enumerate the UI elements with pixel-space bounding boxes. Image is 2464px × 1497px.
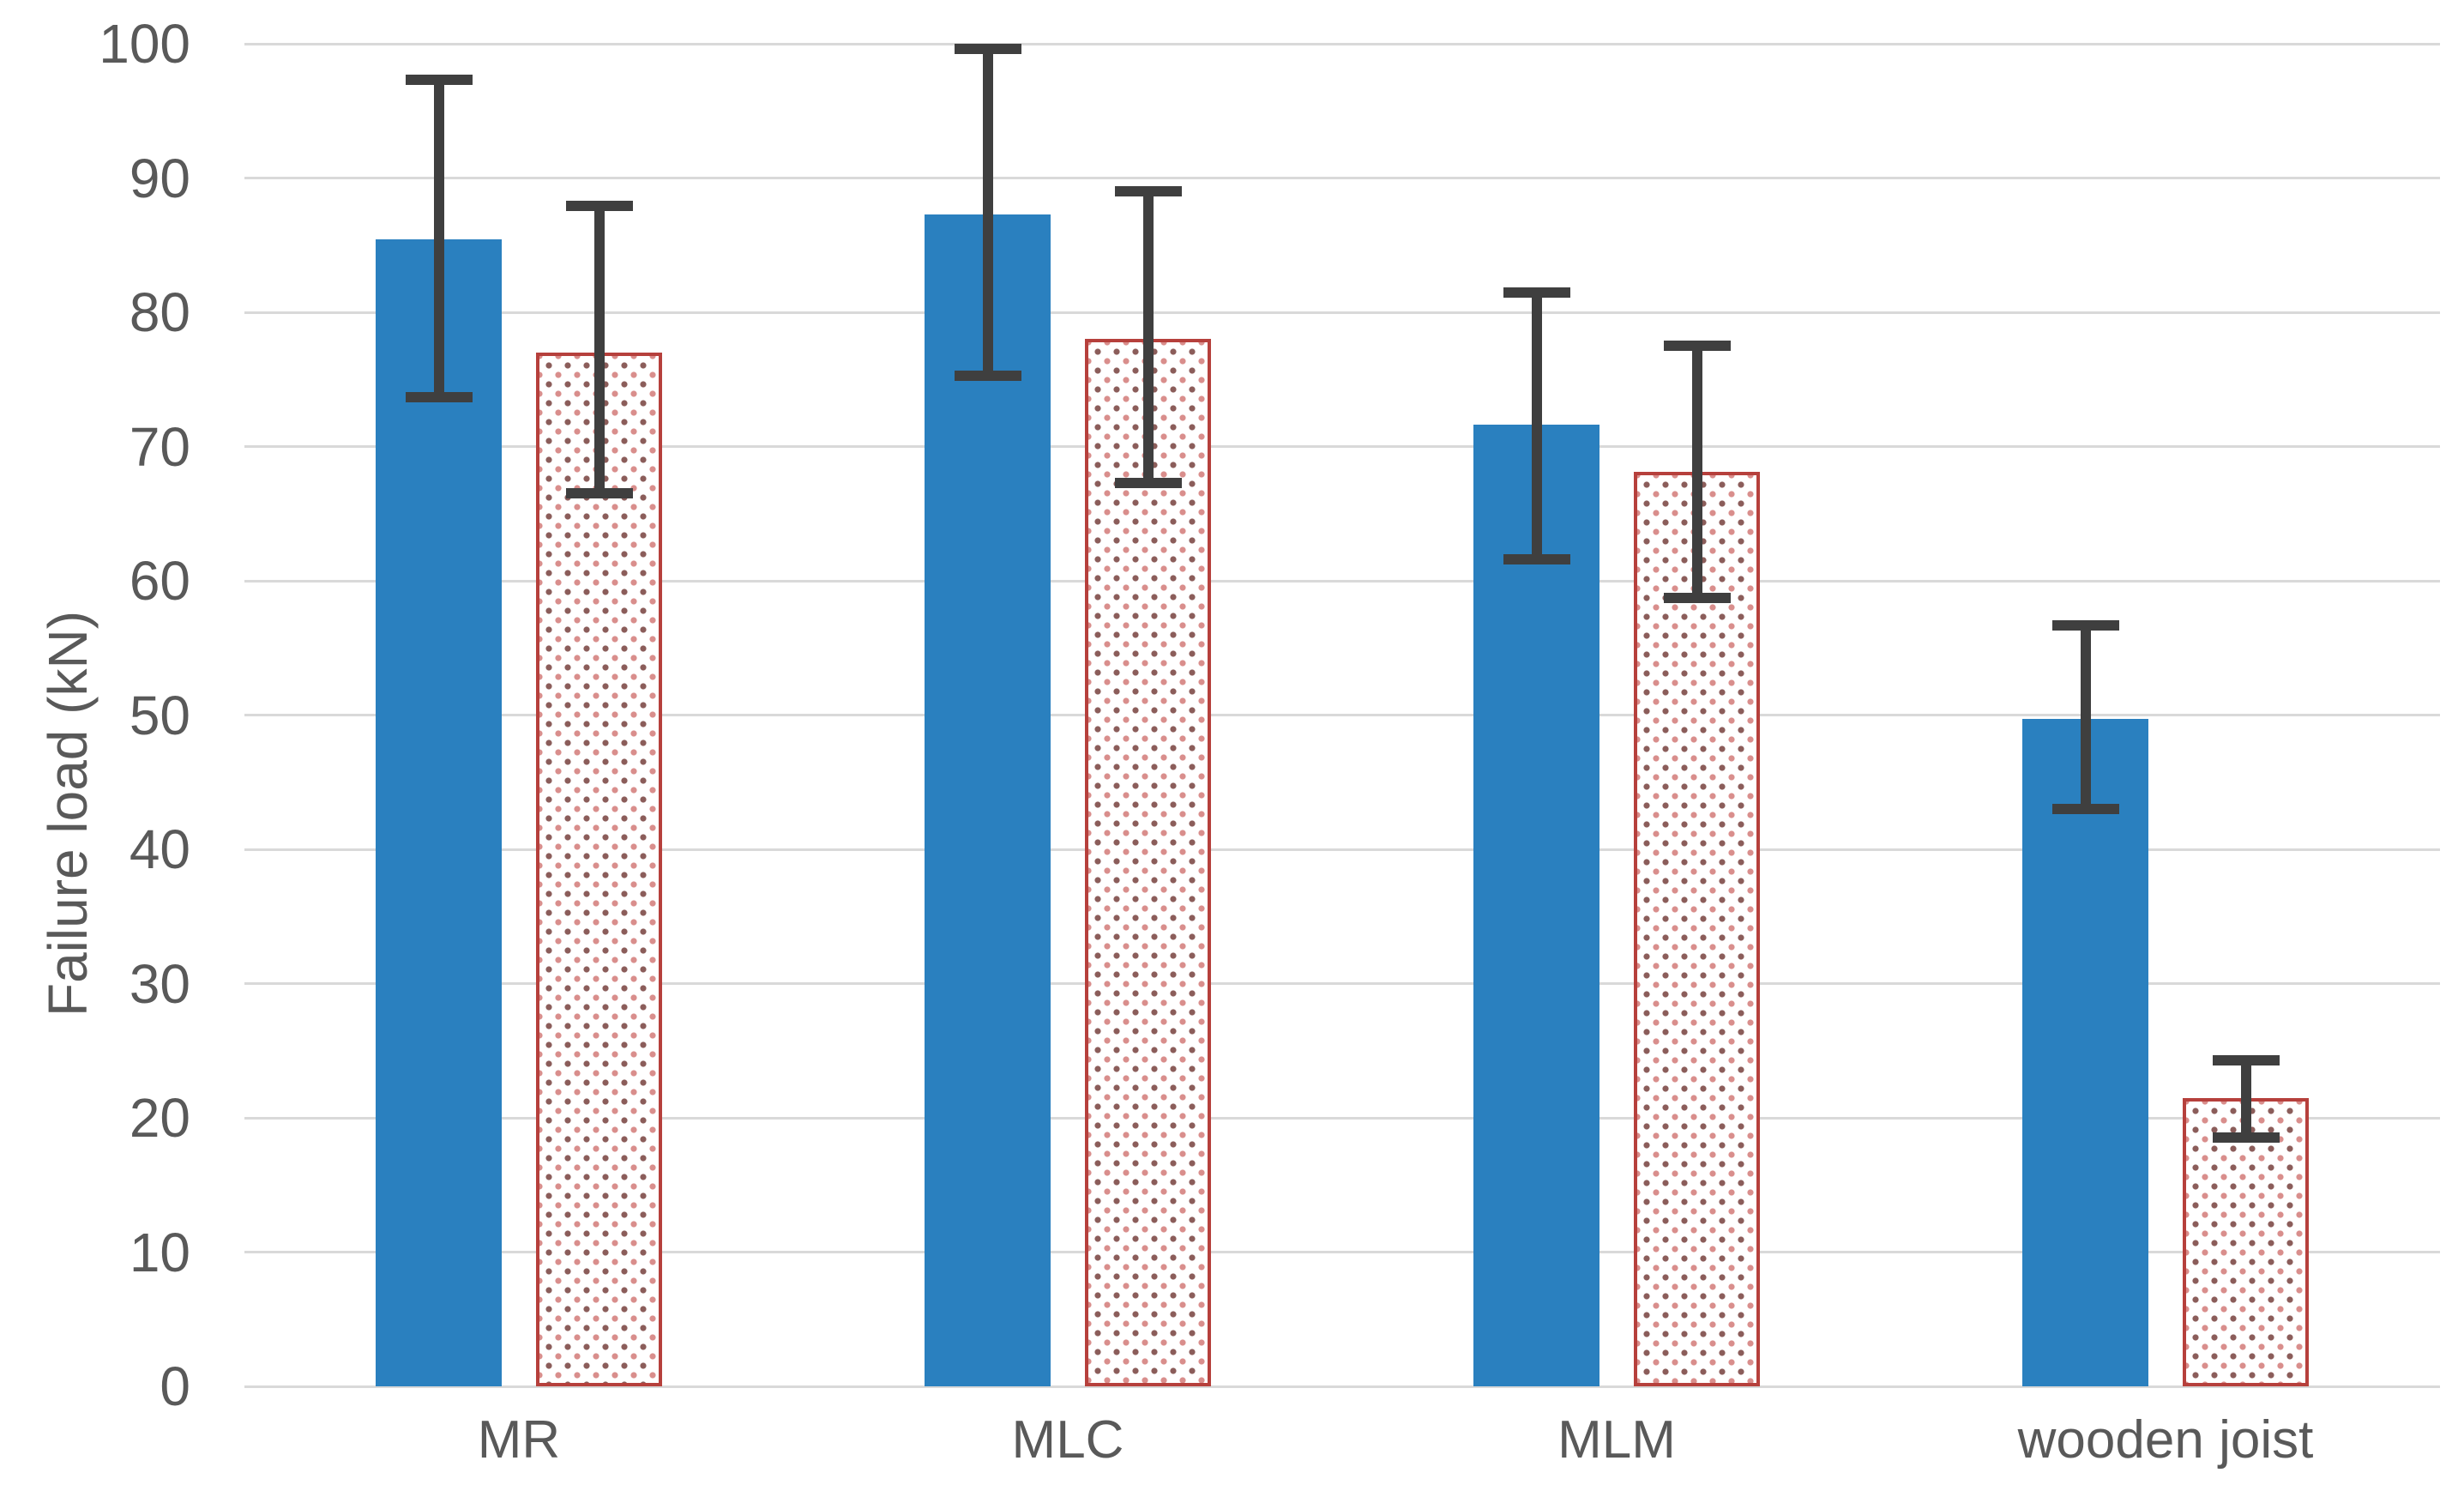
error-bar-bottom-cap-dotted-red-wooden-joist bbox=[2212, 1132, 2280, 1144]
category-label-mlc: MLC bbox=[1011, 1410, 1124, 1470]
y-tick-label-70: 70 bbox=[129, 415, 190, 478]
gridline-0 bbox=[244, 1385, 2440, 1388]
gridline-90 bbox=[244, 177, 2440, 179]
error-bar-bottom-cap-solid-blue-mlc bbox=[954, 370, 1021, 381]
error-bar-top-cap-solid-blue-wooden-joist bbox=[2051, 619, 2119, 631]
y-tick-label-0: 0 bbox=[160, 1355, 190, 1417]
category-label-wooden-joist: wooden joist bbox=[2017, 1410, 2314, 1470]
bar-solid-blue-mlc bbox=[925, 214, 1051, 1386]
gridline-80 bbox=[244, 311, 2440, 314]
error-bar-line-dotted-red-mlm bbox=[1691, 346, 1702, 599]
error-bar-top-cap-solid-blue-mr bbox=[405, 75, 473, 86]
error-bar-bottom-cap-dotted-red-mlm bbox=[1663, 593, 1731, 604]
error-bar-line-dotted-red-mlc bbox=[1142, 191, 1154, 483]
error-bar-line-solid-blue-wooden-joist bbox=[2080, 625, 2091, 810]
gridline-20 bbox=[244, 1116, 2440, 1120]
error-bar-bottom-cap-dotted-red-mr bbox=[565, 488, 633, 499]
error-bar-line-dotted-red-wooden-joist bbox=[2240, 1059, 2251, 1138]
y-tick-label-100: 100 bbox=[99, 13, 190, 75]
y-tick-label-40: 40 bbox=[129, 818, 190, 880]
bar-dotted-red-wooden-joist bbox=[2183, 1097, 2309, 1386]
error-bar-top-cap-dotted-red-mlm bbox=[1663, 341, 1731, 352]
error-bar-line-solid-blue-mr bbox=[433, 80, 444, 397]
category-label-mlm: MLM bbox=[1557, 1410, 1676, 1470]
gridline-40 bbox=[244, 848, 2440, 851]
error-bar-top-cap-dotted-red-mlc bbox=[1114, 186, 1182, 197]
gridline-60 bbox=[244, 579, 2440, 583]
y-tick-label-80: 80 bbox=[129, 281, 190, 343]
error-bar-line-solid-blue-mlc bbox=[982, 49, 993, 376]
gridline-30 bbox=[244, 982, 2440, 985]
bar-dotted-red-mlc bbox=[1085, 339, 1211, 1386]
bar-solid-blue-wooden-joist bbox=[2022, 719, 2148, 1386]
error-bar-line-dotted-red-mr bbox=[593, 206, 605, 494]
error-bar-line-solid-blue-mlm bbox=[1531, 292, 1542, 559]
gridline-50 bbox=[244, 714, 2440, 716]
y-tick-label-90: 90 bbox=[129, 147, 190, 209]
error-bar-top-cap-dotted-red-wooden-joist bbox=[2212, 1054, 2280, 1065]
gridline-70 bbox=[244, 445, 2440, 448]
y-tick-label-30: 30 bbox=[129, 952, 190, 1015]
y-tick-label-50: 50 bbox=[129, 684, 190, 746]
bar-solid-blue-mlm bbox=[1473, 425, 1599, 1386]
y-tick-label-20: 20 bbox=[129, 1087, 190, 1149]
error-bar-bottom-cap-dotted-red-mlc bbox=[1114, 477, 1182, 488]
error-bar-top-cap-solid-blue-mlm bbox=[1503, 287, 1570, 298]
error-bar-top-cap-solid-blue-mlc bbox=[954, 44, 1021, 55]
error-bar-top-cap-dotted-red-mr bbox=[565, 201, 633, 212]
gridline-100 bbox=[244, 42, 2440, 45]
gridline-10 bbox=[244, 1251, 2440, 1253]
bar-solid-blue-mr bbox=[376, 239, 502, 1386]
error-bar-bottom-cap-solid-blue-mlm bbox=[1503, 553, 1570, 564]
y-tick-label-60: 60 bbox=[129, 550, 190, 612]
error-bar-bottom-cap-solid-blue-mr bbox=[405, 391, 473, 402]
bar-dotted-red-mlm bbox=[1634, 472, 1760, 1386]
bar-dotted-red-mr bbox=[536, 352, 662, 1386]
y-tick-label-10: 10 bbox=[129, 1221, 190, 1283]
error-bar-bottom-cap-solid-blue-wooden-joist bbox=[2051, 804, 2119, 815]
category-label-mr: MR bbox=[477, 1410, 561, 1470]
